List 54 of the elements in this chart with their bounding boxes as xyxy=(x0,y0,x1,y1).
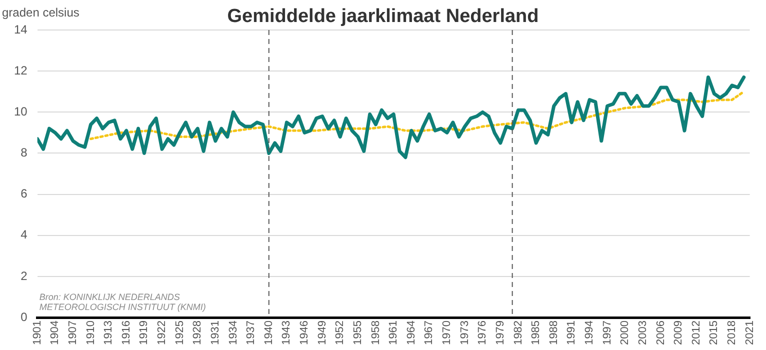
x-tick-label: 1988 xyxy=(548,320,560,346)
x-tick-label: 1970 xyxy=(441,320,454,346)
x-tick-label: 1922 xyxy=(156,320,168,346)
x-tick-label: 1973 xyxy=(458,320,471,346)
x-tick-label: 2015 xyxy=(708,320,720,346)
x-tick-label: 1985 xyxy=(530,320,542,346)
x-tick-label: 1934 xyxy=(227,320,240,346)
x-tick-label: 1916 xyxy=(120,320,132,346)
x-tick-label: 1925 xyxy=(174,320,186,346)
x-tick-label: 1913 xyxy=(102,320,115,346)
y-tick-label: 14 xyxy=(14,22,28,36)
x-tick-label: 1967 xyxy=(423,320,436,346)
x-tick-label: 1964 xyxy=(405,320,418,346)
y-tick-label: 2 xyxy=(20,268,28,283)
y-tick-label: 10 xyxy=(14,104,28,118)
x-tick-label: 1997 xyxy=(601,320,614,346)
x-tick-label: 1955 xyxy=(352,320,364,346)
annotation: METEOROLOGISCH INSTITUUT (KNMI) xyxy=(39,302,206,312)
x-tick-label: 2009 xyxy=(672,320,685,346)
x-tick-label: 1979 xyxy=(494,320,506,346)
x-tick-label: 1904 xyxy=(49,320,62,346)
x-tick-label: 1982 xyxy=(512,320,524,346)
x-tick-label: 2003 xyxy=(636,320,649,346)
x-tick-label: 2000 xyxy=(619,320,632,346)
chart-title: Gemiddelde jaarklimaat Nederland xyxy=(227,6,539,28)
x-tick-label: 1940 xyxy=(262,320,275,346)
x-tick-label: 1919 xyxy=(138,320,150,346)
x-tick-label: 1961 xyxy=(388,320,400,346)
x-tick-label: 1907 xyxy=(67,320,79,346)
x-tick-label: 2018 xyxy=(726,320,738,346)
y-tick-label: 4 xyxy=(20,228,28,242)
x-tick-label: 1910 xyxy=(84,320,97,346)
x-tick-label: 1946 xyxy=(298,320,311,346)
x-tick-label: 1952 xyxy=(334,320,346,346)
annotation: Bron: KONINKLIJK NEDERLANDS xyxy=(39,292,180,302)
x-tick-label: 2021 xyxy=(744,320,756,346)
x-tick-label: 1928 xyxy=(192,320,204,346)
x-tick-label: 1943 xyxy=(280,320,293,346)
y-tick-label: 12 xyxy=(14,63,28,78)
y-axis-title: graden celsius xyxy=(2,5,80,20)
y-tick-label: 8 xyxy=(20,146,28,160)
line-series xyxy=(90,90,746,140)
y-tick-label: 0 xyxy=(20,310,28,324)
x-tick-label: 1994 xyxy=(584,320,596,346)
x-tick-label: 1937 xyxy=(245,320,258,346)
x-tick-label: 1949 xyxy=(316,320,328,346)
x-tick-label: 1958 xyxy=(370,320,382,346)
x-tick-label: 1976 xyxy=(476,320,489,346)
x-tick-label: 2006 xyxy=(654,320,667,346)
x-tick-label: 1991 xyxy=(566,320,578,346)
x-tick-label: 2012 xyxy=(690,320,702,346)
y-tick-label: 6 xyxy=(20,186,28,201)
x-tick-label: 1901 xyxy=(31,320,44,346)
x-tick-label: 1931 xyxy=(209,320,222,346)
